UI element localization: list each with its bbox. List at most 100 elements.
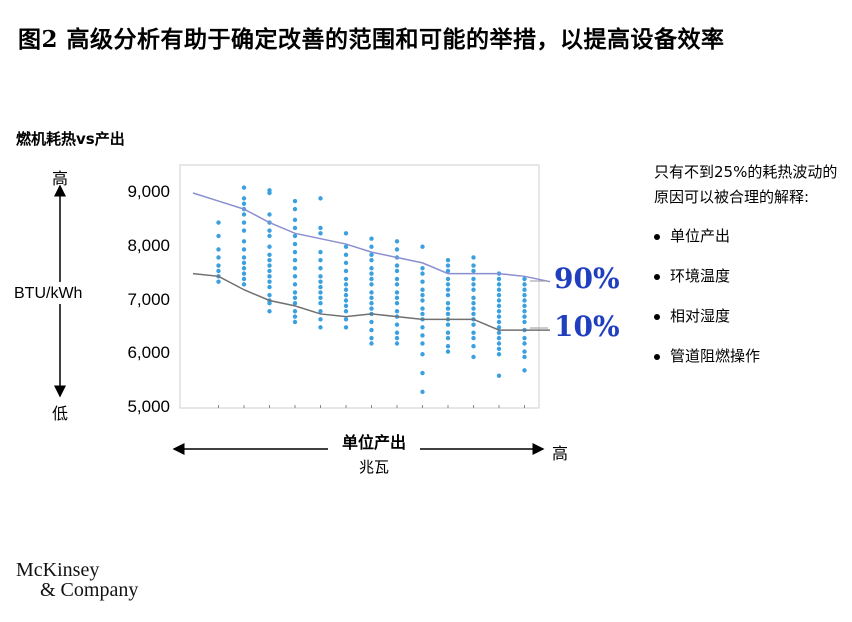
data-point <box>343 244 349 249</box>
data-point <box>241 266 247 271</box>
data-point <box>318 257 323 263</box>
data-point <box>420 271 425 276</box>
data-point <box>318 300 323 306</box>
data-point <box>471 295 476 301</box>
data-point <box>292 198 298 204</box>
data-point <box>445 335 451 341</box>
data-point <box>445 282 451 287</box>
data-point <box>343 276 349 282</box>
data-point <box>343 231 349 236</box>
data-point <box>471 311 476 317</box>
y-tick-label: 5,000 <box>127 397 170 416</box>
data-point <box>292 249 298 255</box>
data-point <box>241 239 247 244</box>
data-point <box>496 346 502 352</box>
data-point <box>496 335 502 341</box>
data-point <box>420 306 425 311</box>
data-point <box>522 314 527 319</box>
notes-intro: 只有不到25%的耗热波动的原因可以被合理的解释: <box>654 163 838 206</box>
data-point <box>216 268 221 274</box>
data-point <box>267 263 272 268</box>
notes-list: 单位产出 环境温度 相对湿度 管道阻燃操作 <box>654 224 844 369</box>
y-axis-high-label: 高 <box>52 171 69 188</box>
data-point <box>267 244 272 249</box>
data-point <box>471 335 476 341</box>
data-point <box>292 225 298 231</box>
data-point <box>471 268 476 274</box>
data-point <box>369 341 374 346</box>
data-point <box>420 292 425 298</box>
data-point <box>471 354 476 360</box>
data-point <box>267 190 272 196</box>
data-point <box>241 196 247 201</box>
data-point <box>241 220 247 225</box>
p90-label: 90% <box>554 262 620 295</box>
data-point <box>522 335 527 341</box>
data-point <box>241 276 247 282</box>
data-point <box>318 325 323 330</box>
data-point <box>216 279 221 284</box>
data-point <box>292 217 298 223</box>
data-point <box>318 274 323 279</box>
data-point <box>369 327 374 333</box>
data-point <box>318 295 323 301</box>
data-point <box>394 341 400 346</box>
data-point <box>522 349 527 354</box>
data-point <box>394 247 400 252</box>
page-title: 图2 高级分析有助于确定改善的范围和可能的举措，以提高设备效率 <box>18 26 725 53</box>
data-point <box>394 309 400 314</box>
data-point <box>445 263 451 268</box>
data-point <box>471 282 476 287</box>
data-point <box>394 239 400 244</box>
data-point <box>496 303 502 309</box>
data-point <box>496 330 502 335</box>
data-point <box>343 303 349 309</box>
data-point <box>496 341 502 346</box>
logo-line2: & Company <box>40 579 139 601</box>
data-point <box>369 319 374 325</box>
data-point <box>522 368 527 373</box>
y-tick-label: 7,000 <box>127 289 170 309</box>
data-point <box>522 298 527 303</box>
data-point <box>369 244 374 249</box>
data-point <box>369 276 374 282</box>
data-point <box>471 330 476 335</box>
data-point <box>369 257 374 263</box>
data-point <box>292 206 298 212</box>
data-point <box>241 282 247 287</box>
data-point <box>343 292 349 298</box>
y-axis-low-label: 低 <box>52 406 69 423</box>
data-point <box>420 333 425 338</box>
data-point <box>369 236 374 241</box>
data-point <box>241 212 247 217</box>
notes-bullet: 管道阻燃操作 <box>654 344 844 369</box>
data-point <box>522 354 527 360</box>
data-point <box>394 330 400 335</box>
data-point <box>445 311 451 317</box>
x-axis-unit: 兆瓦 <box>358 458 389 476</box>
data-point <box>292 295 298 301</box>
data-point <box>241 201 247 206</box>
data-point <box>292 300 298 306</box>
data-point <box>496 352 502 357</box>
data-point <box>369 295 374 301</box>
chart-subtitle: 燃机耗热vs产出 <box>16 130 125 148</box>
data-point <box>445 268 451 274</box>
data-point <box>267 233 272 239</box>
data-point <box>496 325 502 330</box>
data-point <box>420 311 425 317</box>
notes-bullet: 单位产出 <box>654 224 844 249</box>
data-point <box>343 317 349 322</box>
data-point <box>420 352 425 357</box>
data-point <box>292 282 298 287</box>
data-point <box>241 271 247 276</box>
data-point <box>445 343 451 349</box>
data-point <box>267 212 272 217</box>
mckinsey-logo: McKinsey & Company <box>16 560 138 600</box>
data-point <box>394 290 400 295</box>
data-point <box>369 300 374 306</box>
data-point <box>496 292 502 298</box>
data-point <box>318 309 323 314</box>
data-point <box>420 287 425 292</box>
data-point <box>522 341 527 346</box>
